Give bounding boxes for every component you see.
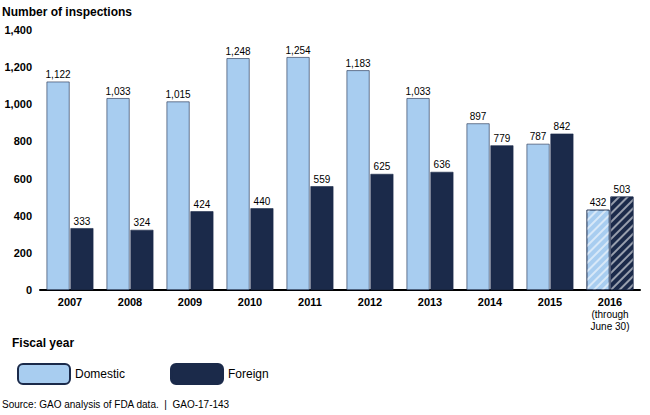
svg-text:2013: 2013 bbox=[418, 296, 442, 308]
svg-text:842: 842 bbox=[554, 121, 571, 132]
svg-text:897: 897 bbox=[470, 111, 487, 122]
svg-text:600: 600 bbox=[14, 173, 32, 185]
svg-text:1,400: 1,400 bbox=[4, 24, 32, 36]
svg-text:503: 503 bbox=[614, 184, 631, 195]
svg-text:432: 432 bbox=[590, 197, 607, 208]
svg-text:Fiscal year: Fiscal year bbox=[12, 336, 74, 350]
svg-text:440: 440 bbox=[254, 196, 271, 207]
svg-text:Foreign: Foreign bbox=[228, 367, 269, 381]
svg-text:2008: 2008 bbox=[118, 296, 142, 308]
svg-text:400: 400 bbox=[14, 210, 32, 222]
svg-text:424: 424 bbox=[194, 199, 211, 210]
svg-text:2007: 2007 bbox=[58, 296, 82, 308]
svg-text:1,183: 1,183 bbox=[346, 58, 371, 69]
svg-text:2016: 2016 bbox=[598, 296, 622, 308]
svg-text:2010: 2010 bbox=[238, 296, 262, 308]
svg-text:333: 333 bbox=[74, 216, 91, 227]
svg-text:787: 787 bbox=[530, 131, 547, 142]
svg-text:Number of inspections: Number of inspections bbox=[2, 5, 132, 19]
svg-text:1,254: 1,254 bbox=[286, 45, 311, 56]
svg-text:1,122: 1,122 bbox=[46, 69, 71, 80]
svg-text:1,033: 1,033 bbox=[406, 86, 431, 97]
svg-text:June 30): June 30) bbox=[591, 321, 630, 332]
svg-text:1,200: 1,200 bbox=[4, 61, 32, 73]
svg-text:2012: 2012 bbox=[358, 296, 382, 308]
svg-text:1,033: 1,033 bbox=[106, 86, 131, 97]
svg-text:559: 559 bbox=[314, 174, 331, 185]
svg-text:2015: 2015 bbox=[538, 296, 562, 308]
svg-text:1,015: 1,015 bbox=[166, 89, 191, 100]
svg-text:779: 779 bbox=[494, 133, 511, 144]
svg-text:2014: 2014 bbox=[478, 296, 503, 308]
svg-text:800: 800 bbox=[14, 135, 32, 147]
svg-text:636: 636 bbox=[434, 159, 451, 170]
svg-text:324: 324 bbox=[134, 217, 151, 228]
svg-text:(through: (through bbox=[591, 309, 628, 320]
svg-text:0: 0 bbox=[26, 284, 32, 296]
svg-text:Domestic: Domestic bbox=[75, 367, 125, 381]
svg-text:2011: 2011 bbox=[298, 296, 322, 308]
svg-text:625: 625 bbox=[374, 161, 391, 172]
svg-text:1,248: 1,248 bbox=[226, 46, 251, 57]
svg-text:1,000: 1,000 bbox=[4, 98, 32, 110]
svg-text:2009: 2009 bbox=[178, 296, 202, 308]
svg-text:Source: GAO analysis of FDA da: Source: GAO analysis of FDA data. | GAO-… bbox=[2, 399, 230, 410]
svg-text:200: 200 bbox=[14, 247, 32, 259]
